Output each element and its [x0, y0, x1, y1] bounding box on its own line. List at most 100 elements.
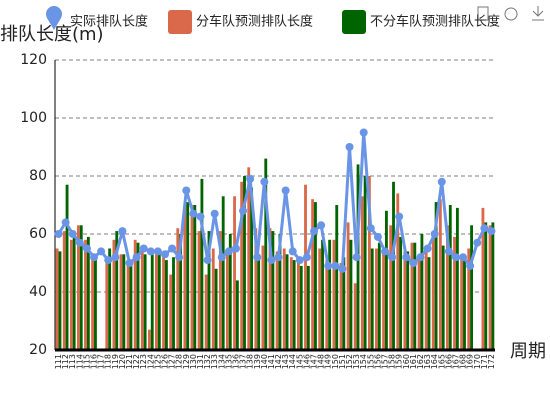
- point: [189, 209, 198, 218]
- point: [459, 253, 468, 262]
- x-tick-label: 166: [444, 354, 453, 369]
- bar: [488, 225, 492, 350]
- bar: [126, 263, 130, 350]
- bar: [136, 242, 140, 350]
- x-tick-label: 168: [459, 354, 468, 369]
- toolbox[interactable]: [477, 6, 544, 21]
- bar: [297, 263, 300, 350]
- point: [288, 247, 297, 256]
- point: [317, 221, 326, 230]
- bar: [434, 202, 438, 350]
- point: [210, 209, 219, 218]
- point: [118, 227, 127, 236]
- bar: [91, 257, 95, 350]
- x-tick-label: 133: [210, 354, 219, 369]
- bar: [129, 260, 133, 350]
- bar: [399, 236, 403, 350]
- x-tick-label: 125: [153, 354, 162, 369]
- bar: [147, 329, 151, 350]
- point: [146, 247, 155, 256]
- point: [54, 230, 63, 238]
- point: [388, 253, 397, 262]
- bar: [342, 257, 346, 350]
- print-icon[interactable]: [477, 6, 489, 21]
- download-icon[interactable]: [532, 6, 544, 21]
- bar: [275, 251, 279, 350]
- bar: [193, 205, 197, 350]
- x-tick-label: 118: [104, 354, 113, 369]
- point: [61, 218, 70, 227]
- x-tick-label: 158: [388, 354, 397, 369]
- x-tick-label: 171: [480, 354, 489, 369]
- x-tick-label: 169: [466, 354, 475, 369]
- bar: [190, 205, 194, 350]
- x-tick-label: 127: [168, 354, 177, 369]
- bar: [69, 239, 73, 350]
- x-tick-label: 129: [182, 354, 191, 369]
- x-tick-label: 112: [61, 354, 70, 369]
- bar: [228, 234, 232, 350]
- bar: [133, 239, 137, 350]
- bar: [377, 242, 381, 350]
- x-tick-label: 161: [409, 354, 418, 369]
- bar: [448, 205, 452, 350]
- y-tick-label: 100: [20, 110, 47, 126]
- bar: [172, 257, 175, 350]
- bar: [304, 184, 307, 350]
- point: [352, 253, 361, 262]
- point: [104, 256, 113, 265]
- bar: [221, 196, 225, 350]
- point: [82, 244, 91, 253]
- bar: [94, 254, 97, 350]
- legend-label: 不分车队预测排队长度: [370, 14, 500, 30]
- x-tick-label: 155: [366, 354, 375, 369]
- bar: [226, 248, 229, 350]
- x-axis-label: 周期: [510, 341, 546, 362]
- x-tick-label: 111: [54, 354, 63, 369]
- point: [182, 186, 191, 195]
- bar: [335, 205, 339, 350]
- point: [267, 256, 276, 265]
- bar: [233, 196, 236, 350]
- bar: [406, 251, 410, 350]
- bar: [332, 239, 336, 350]
- point: [274, 253, 283, 262]
- x-tick-label: 113: [68, 354, 77, 369]
- bar: [268, 228, 272, 350]
- bar: [339, 263, 343, 350]
- point: [111, 253, 120, 262]
- point: [480, 224, 489, 233]
- bar: [299, 265, 303, 350]
- bar: [438, 199, 442, 350]
- bar: [157, 254, 161, 350]
- legend-item: 不分车队预测排队长度: [342, 10, 500, 34]
- x-tick-label: 114: [75, 354, 84, 369]
- point: [451, 253, 460, 262]
- x-tick-label: 116: [90, 354, 99, 369]
- point: [359, 128, 368, 137]
- point: [416, 253, 425, 262]
- bar: [491, 222, 495, 350]
- point: [302, 253, 311, 262]
- x-tick-label: 140: [260, 354, 269, 369]
- refresh-icon[interactable]: [504, 7, 518, 21]
- point: [409, 259, 418, 267]
- bar: [247, 167, 251, 350]
- bar: [375, 248, 378, 350]
- bar: [165, 260, 168, 350]
- point: [217, 253, 226, 262]
- bar: [119, 254, 123, 350]
- x-tick-label: 138: [246, 354, 255, 369]
- x-tick-label: 144: [288, 354, 297, 369]
- bar: [84, 239, 87, 350]
- x-tick-label: 119: [111, 354, 120, 369]
- bar: [353, 283, 357, 350]
- x-tick-label: 136: [231, 354, 240, 369]
- x-tick-label: 117: [97, 354, 106, 369]
- bar: [328, 239, 332, 350]
- x-tick-label: 124: [146, 354, 155, 369]
- bar: [162, 257, 165, 350]
- point: [295, 256, 304, 265]
- bar: [403, 251, 407, 350]
- bar: [140, 251, 144, 350]
